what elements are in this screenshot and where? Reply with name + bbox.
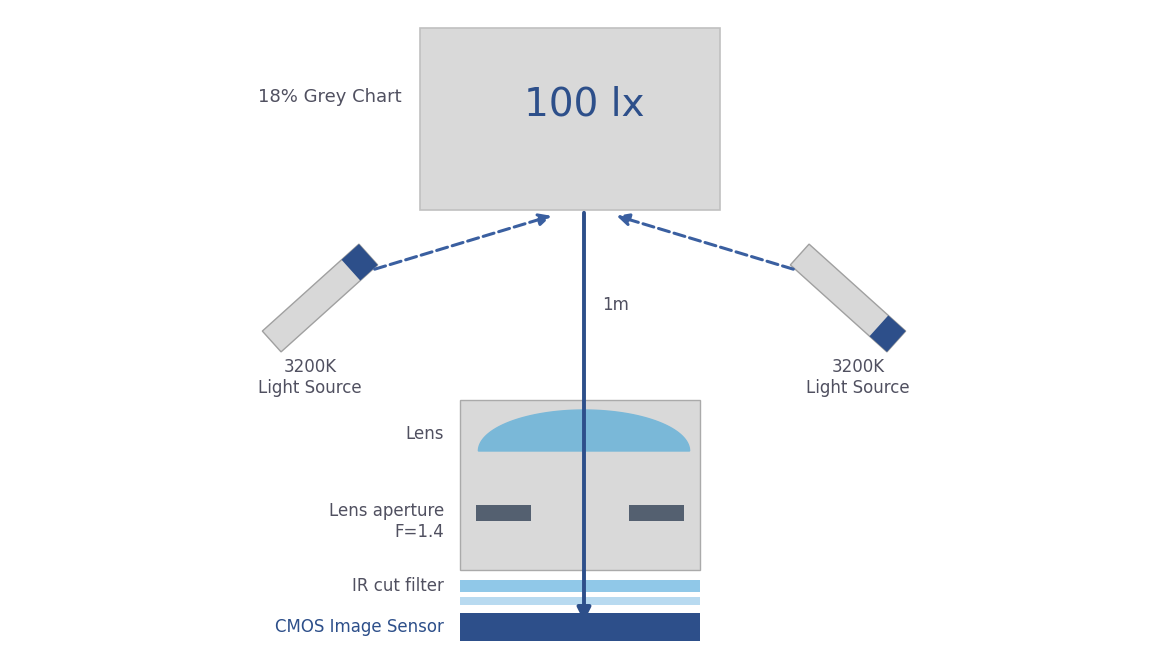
Polygon shape [869,315,905,352]
Bar [460,400,700,570]
Text: 18% Grey Chart: 18% Grey Chart [258,88,402,106]
Polygon shape [791,244,905,352]
Bar [460,597,700,605]
Polygon shape [479,410,689,451]
Text: Lens: Lens [405,425,444,443]
Bar [420,28,719,210]
Text: CMOS Image Sensor: CMOS Image Sensor [276,618,444,636]
Text: Lens aperture
F=1.4: Lens aperture F=1.4 [328,502,444,541]
Bar [630,506,684,521]
Polygon shape [341,244,377,280]
Text: 3200K
Light Source: 3200K Light Source [806,358,910,397]
Text: 3200K
Light Source: 3200K Light Source [258,358,362,397]
Text: 100 lx: 100 lx [523,85,645,123]
Text: IR cut filter: IR cut filter [352,577,444,595]
Polygon shape [263,244,377,352]
Bar [477,506,531,521]
Text: 1m: 1m [602,296,628,314]
Bar [460,580,700,592]
Bar [460,613,700,641]
